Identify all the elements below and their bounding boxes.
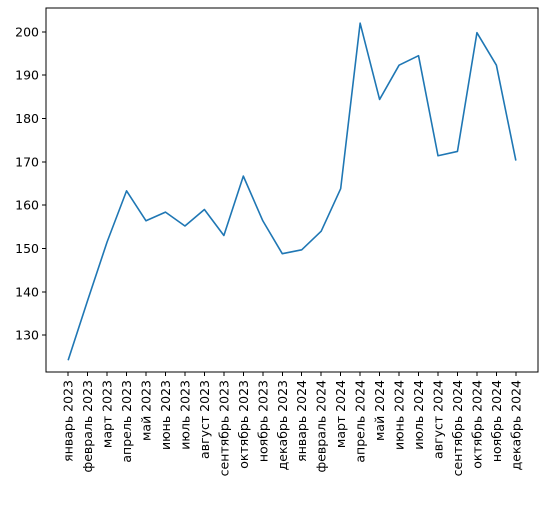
- x-tick-label: январь 2023: [61, 380, 76, 462]
- y-tick-label: 150: [15, 241, 39, 256]
- x-tick-label: июнь 2024: [392, 380, 407, 450]
- x-tick-label: март 2023: [100, 380, 115, 448]
- y-tick-label: 190: [15, 68, 39, 83]
- x-tick-label: ноябрь 2023: [255, 380, 270, 462]
- x-tick-label: март 2024: [333, 380, 348, 448]
- x-tick-label: июнь 2023: [158, 380, 173, 450]
- x-tick-label: октябрь 2024: [469, 380, 484, 469]
- x-tick-label: сентябрь 2023: [216, 380, 231, 476]
- y-tick-label: 130: [15, 328, 39, 343]
- x-tick-label: декабрь 2023: [275, 380, 290, 470]
- x-tick-label: ноябрь 2024: [489, 380, 504, 462]
- x-tick-label: август 2024: [430, 380, 445, 459]
- y-axis: 130 140 150 160 170 180 190 200: [15, 24, 46, 343]
- x-tick-label: июль 2024: [411, 380, 426, 450]
- series-line: [67, 22, 517, 361]
- x-tick-label: февраль 2024: [314, 380, 329, 473]
- x-tick-label: май 2023: [139, 380, 154, 441]
- x-tick-label: октябрь 2023: [236, 380, 251, 469]
- y-tick-label: 200: [15, 24, 39, 39]
- x-axis: январь 2023 февраль 2023 март 2023 апрель 2…: [61, 372, 523, 476]
- x-tick-label: сентябрь 2024: [450, 380, 465, 476]
- x-tick-label: май 2024: [372, 380, 387, 441]
- x-tick-label: август 2023: [197, 380, 212, 459]
- y-tick-label: 170: [15, 154, 39, 169]
- x-tick-label: февраль 2023: [80, 380, 95, 472]
- x-tick-label: апрель 2023: [119, 380, 134, 463]
- x-tick-label: январь 2024: [294, 380, 309, 462]
- y-tick-label: 140: [15, 284, 39, 299]
- plot-frame: [45, 7, 539, 373]
- x-tick-label: июль 2023: [177, 380, 192, 450]
- x-tick-label: декабрь 2024: [508, 380, 523, 470]
- y-tick-label: 180: [15, 111, 39, 126]
- x-tick-label: апрель 2024: [353, 380, 368, 463]
- y-tick-label: 160: [15, 198, 39, 213]
